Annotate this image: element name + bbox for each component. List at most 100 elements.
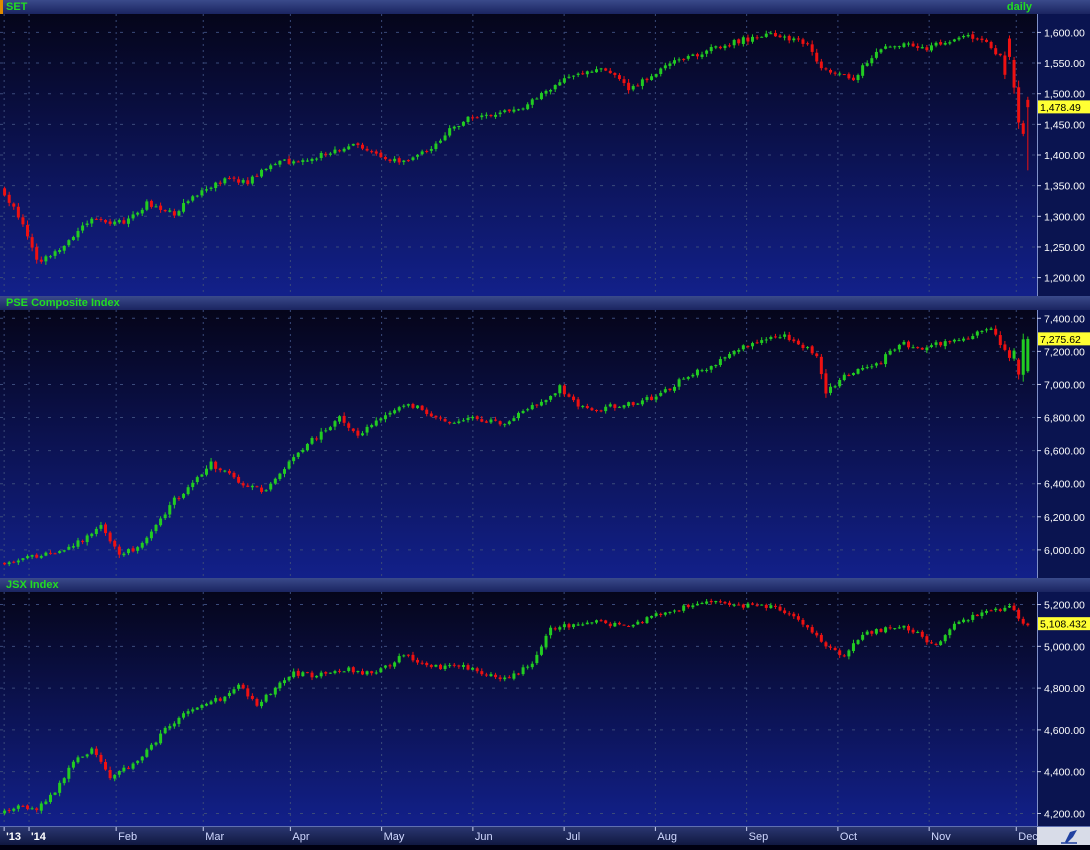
- candle: [1021, 616, 1025, 626]
- candle: [260, 168, 264, 178]
- candle: [99, 752, 103, 764]
- candle: [709, 44, 713, 54]
- candle: [1026, 336, 1030, 373]
- candle: [907, 340, 911, 350]
- candle: [282, 677, 286, 686]
- plot-background: [0, 310, 1037, 578]
- candle: [191, 194, 195, 203]
- candle: [567, 392, 571, 398]
- candle: [305, 671, 309, 674]
- candle: [1017, 80, 1021, 129]
- pse-chart[interactable]: 6,000.00 6,200.00 6,400.00 6,600.00 6,800.00…: [0, 310, 1090, 578]
- candle: [1003, 605, 1007, 613]
- candle: [237, 176, 241, 185]
- candle: [434, 415, 438, 420]
- candle: [934, 340, 938, 348]
- y-tick-label: 6,600.00: [1044, 446, 1085, 458]
- candle: [590, 70, 594, 73]
- candle: [640, 398, 644, 407]
- candle: [71, 235, 75, 241]
- candle: [351, 428, 355, 433]
- candle: [379, 149, 383, 158]
- x-tick-label: Oct: [840, 831, 857, 843]
- candle: [182, 198, 186, 214]
- candle: [879, 48, 883, 54]
- candle: [383, 412, 387, 423]
- draw-tool-button[interactable]: [1037, 826, 1090, 845]
- candle: [338, 415, 342, 425]
- candle: [200, 703, 204, 711]
- x-tick-label: Jun: [475, 831, 493, 843]
- set-chart[interactable]: 1,200.00 1,250.00 1,300.00 1,350.00 1,400.00…: [0, 14, 1090, 296]
- candle: [539, 91, 543, 101]
- y-tick-label: 5,000.00: [1044, 641, 1085, 653]
- candle: [925, 345, 929, 354]
- last-value-badge: [1038, 617, 1090, 631]
- candle: [365, 146, 369, 152]
- candle: [985, 38, 989, 43]
- jsx-chart[interactable]: 4,200.00 4,400.00 4,600.00 4,800.00 5,000.00…: [0, 592, 1090, 826]
- candle: [347, 665, 351, 673]
- candle: [673, 384, 677, 393]
- candle: [85, 533, 89, 546]
- candle: [260, 484, 264, 494]
- candle: [824, 369, 828, 398]
- candle: [214, 695, 218, 704]
- candle: [998, 331, 1002, 349]
- y-tick-label: 7,000.00: [1044, 379, 1085, 391]
- candle: [925, 44, 929, 52]
- candle: [195, 194, 199, 198]
- candle: [718, 599, 722, 604]
- period-label[interactable]: daily: [1006, 1, 1032, 13]
- candle: [333, 419, 337, 431]
- x-tick-label: Nov: [931, 831, 951, 843]
- candle: [35, 553, 39, 559]
- pse-panel: PSE Composite Index 6,000.00 6,200.00 6,40…: [0, 296, 1090, 578]
- candle: [952, 621, 956, 631]
- candle: [370, 423, 374, 429]
- candle: [792, 611, 796, 619]
- candle: [599, 618, 603, 622]
- candle: [663, 386, 667, 394]
- candle: [535, 651, 539, 666]
- candle: [466, 663, 470, 671]
- candle: [650, 394, 654, 401]
- candle: [393, 408, 397, 415]
- candle: [246, 685, 250, 700]
- candle: [934, 41, 938, 48]
- candle: [861, 63, 865, 79]
- candle: [264, 168, 268, 172]
- candle: [539, 399, 543, 407]
- candle: [980, 35, 984, 43]
- candle: [452, 662, 456, 668]
- candle: [562, 384, 566, 397]
- candle: [865, 60, 869, 67]
- candle: [214, 181, 218, 192]
- candle: [406, 159, 410, 162]
- candle: [26, 804, 30, 811]
- candle: [145, 199, 149, 212]
- candle: [544, 633, 548, 650]
- candle: [227, 690, 231, 699]
- candle: [769, 335, 773, 341]
- candle: [851, 639, 855, 654]
- candle: [842, 653, 846, 658]
- candle: [985, 327, 989, 333]
- candle: [301, 158, 305, 166]
- panel-title: JSX Index: [6, 579, 59, 591]
- candle: [595, 619, 599, 625]
- y-tick-label: 1,250.00: [1044, 242, 1085, 254]
- candle: [723, 43, 727, 51]
- candle: [90, 532, 94, 539]
- candle: [136, 760, 140, 765]
- candle: [682, 603, 686, 613]
- candle: [562, 75, 566, 85]
- candle: [30, 233, 34, 252]
- candle: [438, 138, 442, 144]
- candle: [801, 342, 805, 351]
- candle: [764, 337, 768, 344]
- candle: [645, 77, 649, 83]
- candle: [787, 34, 791, 44]
- candle: [315, 157, 319, 162]
- candle: [434, 141, 438, 152]
